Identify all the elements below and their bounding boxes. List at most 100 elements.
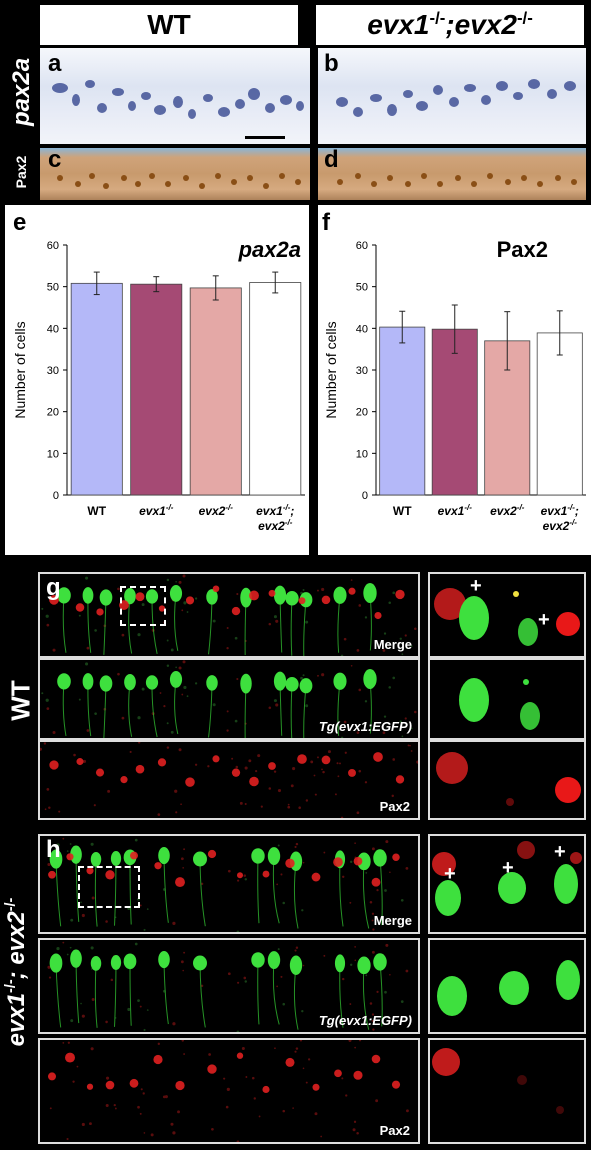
speckle [410, 727, 413, 730]
header-mutant-gene1: evx1 [367, 9, 430, 40]
speckle [52, 648, 56, 652]
speckle [410, 645, 413, 647]
speckle [90, 946, 94, 950]
speckle [234, 719, 238, 723]
speckle [260, 805, 263, 808]
speckle [166, 578, 170, 582]
speckle [137, 633, 141, 637]
speckle [295, 1047, 299, 1050]
speckle [305, 799, 309, 802]
speckle [405, 866, 409, 870]
panel-h-zoom-pax2 [428, 1038, 586, 1144]
speckle [384, 990, 387, 994]
speckle [44, 808, 47, 811]
pax2-nucleus [373, 752, 383, 762]
pax2-nucleus [153, 1054, 163, 1065]
speckle [140, 1088, 143, 1091]
pax2-nucleus [353, 856, 363, 866]
panel-g-dashed-box [120, 586, 166, 626]
speckle [194, 682, 198, 685]
speckle [302, 674, 305, 677]
panel-h-dashed-box [78, 866, 140, 908]
chart-e-svg: 0 10 20 30 40 50 60 Number of cells pax2a WT evx1-… [12, 237, 305, 533]
speckle [244, 980, 248, 983]
speckle [405, 969, 409, 973]
speckle [157, 1042, 161, 1046]
side-label-gene1: evx1 [3, 992, 30, 1047]
pax2-nucleus [321, 755, 331, 765]
speckle [406, 1109, 409, 1113]
pax2-nucleus [158, 605, 166, 612]
pax2-nucleus [395, 589, 405, 600]
speckle [356, 731, 360, 734]
header-mutant-sup1: -/- [429, 8, 446, 28]
speckle [282, 1109, 286, 1113]
gfp-cell [57, 673, 71, 690]
axon [303, 599, 307, 658]
chart-f-title: Pax2 [497, 237, 548, 262]
speckle [48, 806, 51, 810]
pax2-nucleus [47, 1072, 57, 1081]
gfp-cell [251, 952, 265, 968]
speckle [337, 775, 340, 778]
speckle [81, 913, 85, 918]
speckle [78, 698, 81, 701]
speckle [327, 750, 331, 754]
gfp-cell [206, 589, 218, 605]
gfp-cell [333, 672, 347, 690]
chart-e-bar [130, 283, 183, 496]
panel-h-egfp-cells [47, 941, 409, 1034]
pax2-nucleus [157, 758, 167, 767]
speckle [183, 848, 186, 851]
speckle [38, 747, 42, 751]
panel-g-merge: g Merge [38, 572, 420, 658]
speckle [237, 981, 240, 984]
pax2-nucleus [297, 754, 307, 764]
speckle [114, 1107, 117, 1110]
panel-letter-g: g [46, 574, 61, 601]
speckle [236, 930, 240, 934]
pax2-nucleus [95, 768, 105, 777]
gfp-cell [285, 591, 299, 606]
panel-g-pax2: Pax2 [38, 740, 420, 820]
chart-f-ytick-label: 40 [356, 323, 368, 335]
speckle [276, 883, 279, 886]
speckle [354, 842, 356, 845]
speckle [200, 882, 204, 886]
header-mutant: evx1-/-;evx2-/- [316, 5, 584, 45]
speckle [388, 601, 391, 605]
side-label-gene2: ; evx2 [3, 911, 30, 980]
speckle [317, 589, 319, 592]
panel-b-image: b [318, 48, 586, 144]
axon [290, 598, 293, 656]
speckle [85, 576, 89, 580]
gfp-cell [169, 671, 183, 688]
gfp-cell [373, 849, 387, 867]
speckle [226, 646, 229, 650]
chart-e-ytick-label: 0 [53, 490, 59, 502]
speckle [391, 794, 394, 798]
speckle [46, 707, 50, 710]
chart-e-bar [249, 282, 302, 496]
speckle [67, 1041, 70, 1044]
axon [174, 593, 179, 651]
panel-letter-c: c [48, 146, 62, 173]
speckle [129, 750, 132, 753]
panel-d-image: d [318, 146, 586, 200]
speckle [139, 1112, 142, 1115]
pax2-nucleus [86, 867, 94, 875]
speckle [350, 963, 353, 966]
chart-e-ytick-label: 60 [47, 240, 59, 252]
gfp-cell [169, 585, 183, 602]
speckle [45, 698, 49, 702]
panel-h-zoom-egfp [428, 938, 586, 1034]
speckle [409, 744, 411, 747]
speckle [299, 1039, 303, 1042]
gfp-cell [333, 586, 347, 604]
speckle [89, 1122, 92, 1126]
gfp-cell [267, 951, 281, 969]
speckle [146, 1009, 149, 1011]
panel-h-merge: h Merge [38, 834, 420, 934]
speckle [94, 629, 97, 632]
gfp-cell [70, 949, 82, 968]
